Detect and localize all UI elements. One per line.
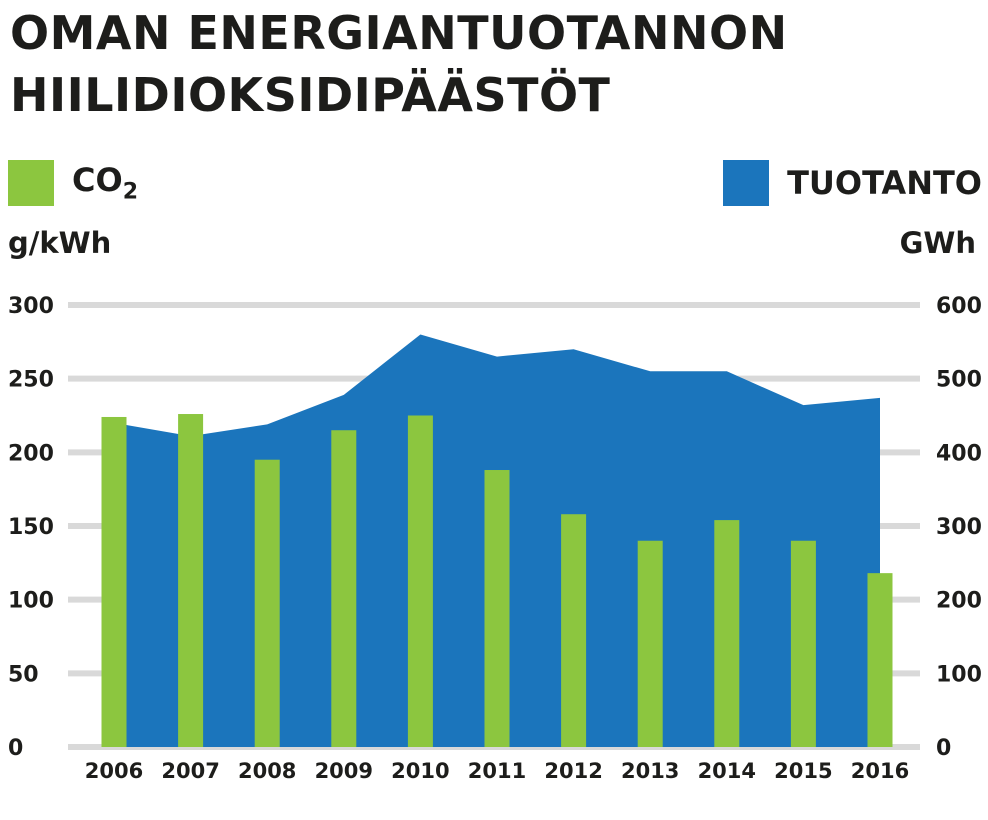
co2-bar (178, 414, 204, 747)
co2-bar (484, 470, 510, 747)
right-tick-label: 300 (936, 515, 982, 540)
co2-swatch (8, 160, 54, 206)
right-tick-label: 500 (936, 368, 982, 393)
right-tick-label: 400 (936, 441, 982, 466)
co2-bar (101, 416, 127, 747)
legend-production: TUOTANTO (723, 160, 982, 206)
x-tick-label: 2010 (391, 759, 449, 783)
x-tick-label: 2007 (161, 759, 219, 783)
co2-bar (637, 540, 663, 747)
co2-label-sub: 2 (122, 179, 138, 205)
co2-bar (867, 573, 893, 747)
x-tick-label: 2008 (238, 759, 296, 783)
left-tick-label: 0 (8, 736, 23, 761)
x-tick-label: 2012 (544, 759, 602, 783)
co2-bar (407, 415, 433, 747)
left-axis-unit: g/kWh (8, 226, 112, 260)
co2-bar (561, 514, 587, 747)
left-tick-label: 200 (8, 441, 54, 466)
left-tick-label: 300 (8, 294, 54, 319)
legend-co2: CO2 (8, 160, 138, 206)
right-tick-label: 100 (936, 662, 982, 687)
x-tick-label: 2014 (698, 759, 756, 783)
x-tick-label: 2016 (851, 759, 909, 783)
co2-bar (254, 459, 280, 747)
x-tick-label: 2009 (315, 759, 373, 783)
chart-title: OMAN ENERGIANTUOTANNON HIILIDIOKSIDIPÄÄS… (10, 2, 788, 126)
x-tick-label: 2015 (774, 759, 832, 783)
left-tick-label: 250 (8, 368, 54, 393)
chart-title-line-1: OMAN ENERGIANTUOTANNON (10, 6, 788, 60)
production-legend-label: TUOTANTO (787, 164, 982, 202)
right-tick-label: 0 (936, 736, 951, 761)
left-tick-label: 100 (8, 589, 54, 614)
co2-bar (790, 540, 816, 747)
co2-bar (714, 520, 740, 747)
left-tick-label: 150 (8, 515, 54, 540)
right-tick-label: 200 (936, 589, 982, 614)
right-axis-unit: GWh (899, 226, 976, 260)
right-tick-label: 600 (936, 294, 982, 319)
x-tick-label: 2006 (85, 759, 143, 783)
production-swatch (723, 160, 770, 206)
x-tick-label: 2013 (621, 759, 679, 783)
x-tick-label: 2011 (468, 759, 526, 783)
co2-bar (331, 430, 357, 747)
co2-label-main: CO (72, 161, 123, 200)
left-tick-label: 50 (8, 662, 39, 687)
chart-title-line-2: HIILIDIOKSIDIPÄÄSTÖT (10, 68, 611, 122)
co2-legend-label: CO2 (72, 161, 138, 204)
